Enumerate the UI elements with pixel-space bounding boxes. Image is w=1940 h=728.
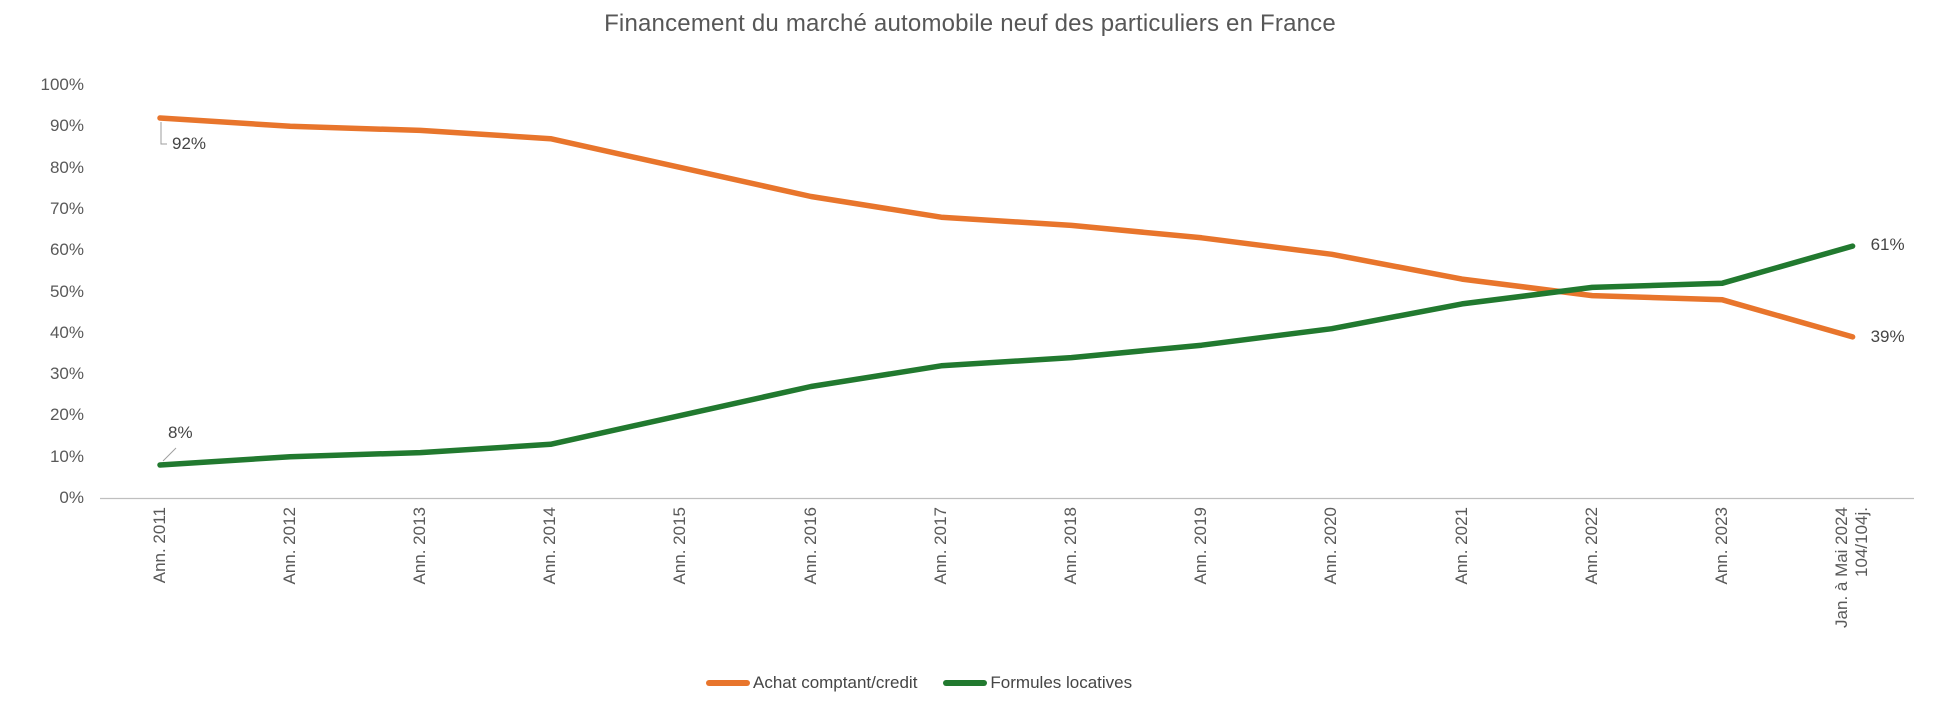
x-tick-label: Ann. 2011 [149,507,169,584]
x-tick-label: Ann. 2017 [930,507,950,585]
y-tick-label: 100% [40,75,84,94]
y-tick-label: 10% [49,446,84,466]
x-tick-label: Ann. 2016 [800,507,820,585]
x-tick-label: Ann. 2013 [409,507,429,585]
y-tick-label: 30% [49,364,84,384]
legend-label: Formules locatives [990,673,1133,692]
y-tick-label: 0% [59,488,84,507]
x-tick-label: Ann. 2023 [1711,507,1731,585]
chart-title: Financement du marché automobile neuf de… [604,10,1336,37]
x-tick-label: Ann. 2019 [1191,507,1211,585]
series-line [157,243,1856,468]
x-tick-label: Ann. 2021 [1451,507,1471,585]
x-tick-label: Jan. à Mai 2024 104/104j. [1831,507,1871,628]
legend: Achat comptant/credit Formules locatives [706,673,1132,693]
legend-line-swatch [943,680,988,686]
y-tick-label: 50% [49,281,84,301]
legend-line-swatch [706,680,750,686]
x-tick-label: Ann. 2018 [1060,507,1080,585]
y-tick-label: 40% [49,322,84,342]
leader-line-92 [160,122,167,145]
leader-line-8 [162,447,177,462]
x-tick-label: Ann. 2014 [540,507,560,585]
data-label-last-locatives: 61% [1870,235,1905,255]
y-tick-label: 70% [49,198,84,218]
x-tick-label: Ann. 2015 [670,507,690,585]
x-tick-label: Ann. 2020 [1321,507,1341,585]
y-tick-label: 80% [49,157,84,177]
y-tick-label: 20% [49,405,84,425]
x-tick-label: Ann. 2012 [279,507,299,585]
x-tick-label: Ann. 2022 [1581,507,1601,585]
y-tick-label: 60% [49,240,84,260]
data-label-last-achat: 39% [1870,326,1905,346]
legend-label: Achat comptant/credit [753,673,918,692]
series-line [157,115,1856,340]
y-tick-label: 90% [49,116,84,136]
data-label-first-locatives: 8% [168,423,193,442]
data-label-first-achat: 92% [172,134,207,153]
legend-item: Achat comptant/credit [706,673,917,693]
legend-item: Formules locatives [943,673,1132,693]
